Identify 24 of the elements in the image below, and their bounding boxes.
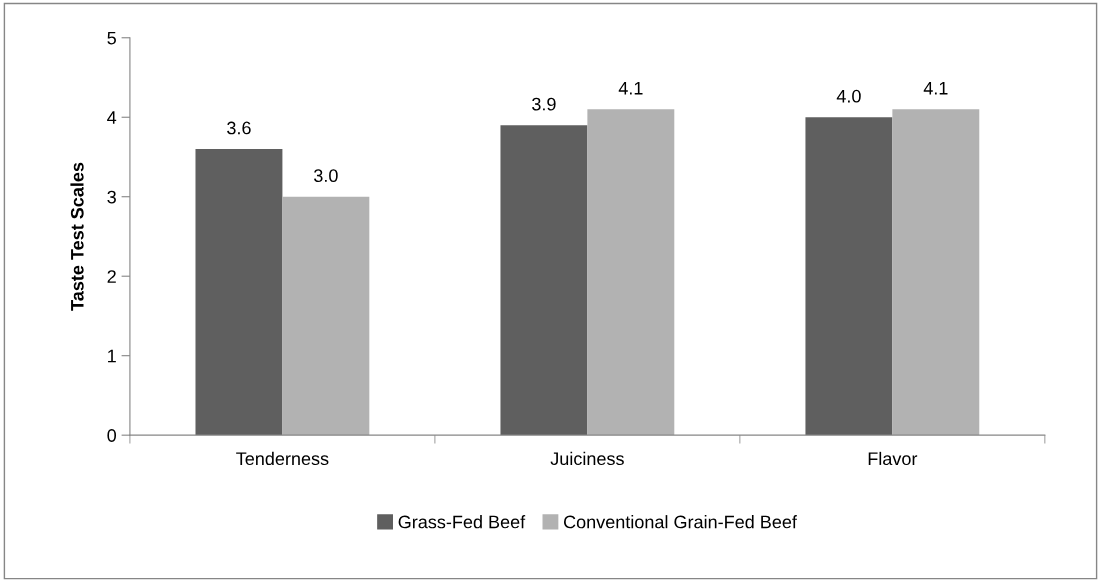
bar xyxy=(282,196,370,436)
bar xyxy=(892,109,980,436)
data-label: 3.9 xyxy=(532,97,556,111)
data-label: 4.0 xyxy=(836,89,861,103)
data-label: 4.1 xyxy=(923,82,948,95)
bar xyxy=(805,117,893,436)
x-tick-label: Juiciness xyxy=(550,451,624,466)
y-tick-label: 5 xyxy=(107,31,116,45)
legend-label: Conventional Grain-Fed Beef xyxy=(563,515,797,529)
data-label: 3.6 xyxy=(227,121,251,135)
x-tick-label: Tenderness xyxy=(236,451,329,466)
bar xyxy=(500,125,588,436)
y-tick-label: 2 xyxy=(107,270,116,283)
y-tick-label: 3 xyxy=(107,190,116,204)
legend-label: Grass-Fed Beef xyxy=(398,515,526,529)
y-tick-label: 1 xyxy=(108,349,116,363)
y-tick-label: 4 xyxy=(107,111,117,124)
y-tick-label: 0 xyxy=(107,429,117,442)
y-axis-title: Taste Test Scales xyxy=(70,162,84,311)
data-label: 4.1 xyxy=(618,82,643,95)
data-label: 3.0 xyxy=(314,169,338,183)
x-tick-label: Flavor xyxy=(868,451,918,466)
bar xyxy=(587,109,675,436)
bar xyxy=(195,149,283,436)
